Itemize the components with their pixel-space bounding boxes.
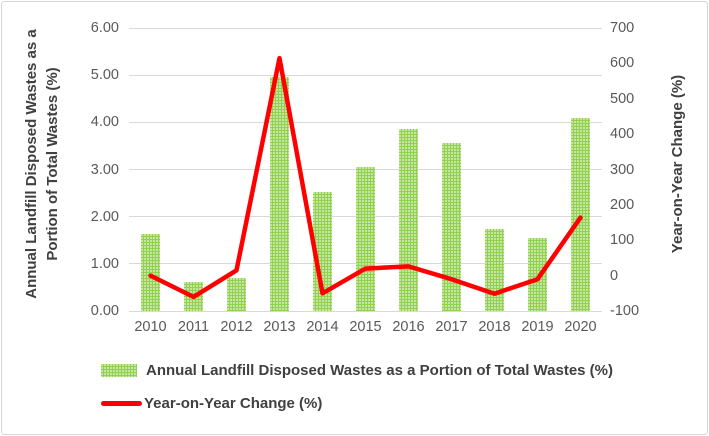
left-tick-2.00: 2.00 — [90, 208, 119, 225]
right-tick-0: 0 — [610, 267, 619, 284]
right-tick-600: 600 — [610, 55, 635, 72]
x-label-2014: 2014 — [306, 319, 339, 335]
right-tick-700: 700 — [610, 20, 635, 36]
left-tick-3.00: 3.00 — [90, 161, 119, 178]
x-label-2011: 2011 — [177, 319, 210, 335]
x-label-2016: 2016 — [392, 319, 425, 335]
x-label-2019: 2019 — [521, 319, 554, 335]
legend: Annual Landfill Disposed Wastes as a Por… — [101, 360, 613, 413]
bar-2019 — [528, 237, 547, 311]
x-label-2015: 2015 — [349, 319, 382, 335]
bar-series-label: Annual Landfill Disposed Wastes as a Por… — [146, 361, 613, 379]
bar-2013 — [270, 76, 289, 311]
left-tick-0.00: 0.00 — [90, 303, 119, 319]
line-series-label: Year-on-Year Change (%) — [144, 394, 323, 412]
bar-2020 — [571, 117, 590, 311]
bar-2011 — [184, 282, 203, 311]
x-label-2010: 2010 — [134, 319, 167, 335]
bar-2017 — [442, 142, 461, 311]
gridline-6.00 — [129, 27, 602, 29]
legend-item-line: Year-on-Year Change (%) — [101, 393, 613, 413]
gridline-5.00 — [129, 74, 602, 76]
x-label-2012: 2012 — [220, 319, 253, 335]
right-tick-200: 200 — [610, 196, 635, 213]
line-series-swatch — [101, 400, 142, 406]
bar-2015 — [356, 167, 375, 311]
right-tick-400: 400 — [610, 126, 635, 143]
bar-2010 — [141, 233, 160, 311]
x-label-2020: 2020 — [564, 319, 597, 335]
left-tick-4.00: 4.00 — [90, 114, 119, 131]
bar-2016 — [399, 128, 418, 311]
bar-2014 — [313, 192, 332, 311]
right-tick-300: 300 — [610, 161, 635, 178]
x-label-2017: 2017 — [435, 319, 468, 335]
gridline-0.00 — [129, 310, 602, 312]
right-tick-100: 100 — [610, 232, 635, 249]
right-tick--100: -100 — [610, 303, 640, 319]
bar-2018 — [485, 229, 504, 311]
bar-series-swatch — [101, 363, 137, 377]
x-label-2018: 2018 — [478, 319, 511, 335]
x-label-2013: 2013 — [263, 319, 296, 335]
gridline-4.00 — [129, 121, 602, 123]
right-tick-500: 500 — [610, 90, 635, 107]
left-tick-1.00: 1.00 — [90, 255, 119, 272]
left-tick-6.00: 6.00 — [90, 20, 119, 36]
bar-2012 — [227, 277, 246, 311]
left-tick-5.00: 5.00 — [90, 67, 119, 84]
legend-item-bars: Annual Landfill Disposed Wastes as a Por… — [101, 360, 613, 380]
